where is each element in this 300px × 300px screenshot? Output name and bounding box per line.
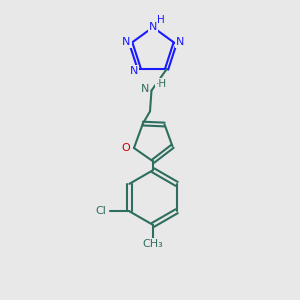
Text: N: N	[141, 84, 149, 94]
Text: O: O	[121, 143, 130, 153]
Text: Cl: Cl	[96, 206, 106, 216]
Text: H: H	[158, 15, 165, 25]
Text: ·H: ·H	[155, 79, 167, 89]
Text: N: N	[176, 37, 184, 47]
Text: CH₃: CH₃	[142, 239, 163, 249]
Text: N: N	[122, 37, 131, 47]
Text: N: N	[130, 66, 138, 76]
Text: N: N	[149, 22, 157, 32]
